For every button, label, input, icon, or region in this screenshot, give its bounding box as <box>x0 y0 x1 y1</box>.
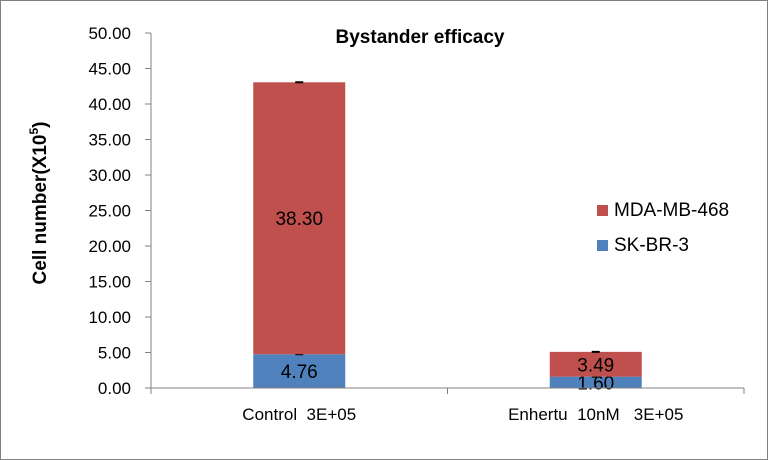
legend-label: MDA-MB-468 <box>614 200 729 221</box>
y-axis-title-superscript: 5 <box>27 128 41 135</box>
chart-title: Bystander efficacy <box>336 27 505 48</box>
y-tick-label: 5.00 <box>98 344 131 363</box>
axes <box>150 33 745 394</box>
y-tick-label: 50.00 <box>88 24 131 43</box>
y-tick-label: 40.00 <box>88 95 131 114</box>
x-tick-label: Control 3E+05 <box>242 405 356 424</box>
y-axis-ticks: 0.00 5.00 10.00 15.00 20.00 25.00 30.00 35.00 40… <box>88 24 151 398</box>
data-label: 4.76 <box>281 362 318 383</box>
y-tick-label: 30.00 <box>88 166 131 185</box>
y-tick-label: 20.00 <box>88 237 131 256</box>
y-axis-title-close: ) <box>30 122 51 128</box>
bars: 4.76 38.30 1.603.49 <box>253 81 642 394</box>
y-tick-label: 25.00 <box>88 202 131 221</box>
bar-segment-mda-mb-468 <box>549 351 642 377</box>
x-tick-label: Enhertu 10nM 3E+05 <box>508 405 683 424</box>
y-axis-title: Cell number(X105) <box>27 122 51 285</box>
bar-segment-mda-mb-468 <box>253 82 346 355</box>
y-axis-title-main: Cell number(X10 <box>30 135 51 285</box>
y-tick-label: 15.00 <box>88 273 131 292</box>
legend: MDA-MB-468 SK-BR-3 <box>597 200 729 256</box>
data-label: 1.60 <box>577 373 614 394</box>
y-tick-label: 35.00 <box>88 131 131 150</box>
data-label: 3.49 <box>577 355 614 376</box>
data-label: 38.30 <box>275 209 323 230</box>
legend-swatch <box>597 205 608 216</box>
x-axis-labels: Control 3E+05 Enhertu 10nM 3E+05 <box>242 405 683 424</box>
bar-segment-sk-br-3 <box>253 354 346 388</box>
legend-label: SK-BR-3 <box>614 235 689 256</box>
y-tick-label: 10.00 <box>88 308 131 327</box>
y-tick-label: 0.00 <box>98 379 131 398</box>
bar-segment-sk-br-3 <box>549 376 642 388</box>
legend-swatch <box>597 240 608 251</box>
y-tick-label: 45.00 <box>88 60 131 79</box>
